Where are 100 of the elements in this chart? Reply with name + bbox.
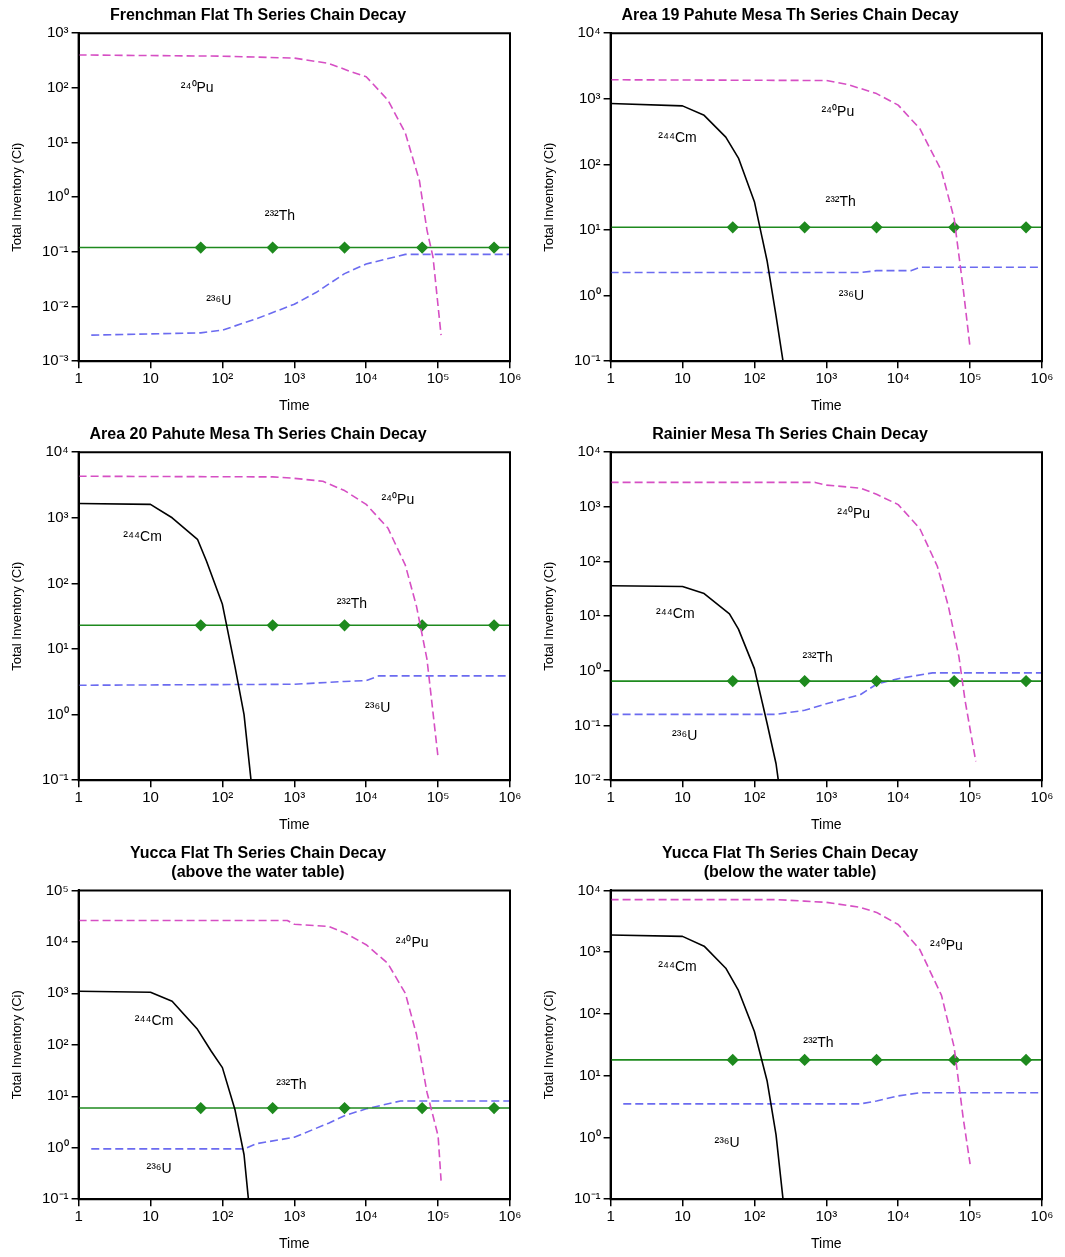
y-tick-label: 10⁻¹ (41, 1189, 69, 1207)
y-axis-title: Total Inventory (Ci) (541, 142, 557, 252)
series-label: ²³⁶U (146, 1160, 172, 1177)
y-tick-label: 10² (46, 1034, 69, 1052)
x-axis-title: Time (811, 397, 842, 414)
chart-subtitle: (below the water table) (703, 863, 877, 881)
x-tick-label: 1 (606, 787, 615, 805)
chart-title: Area 20 Pahute Mesa Th Series Chain Decay (89, 425, 427, 443)
y-tick-label: 10² (578, 1004, 601, 1022)
y-tick-label: 10⁰ (578, 1127, 601, 1145)
x-tick-label: 10⁴ (354, 1206, 378, 1224)
series-label: ²⁴⁰Pu (395, 934, 429, 951)
y-tick-label: 10³ (578, 497, 601, 515)
x-tick-label: 10² (211, 1206, 234, 1224)
x-tick-label: 1 (74, 368, 83, 386)
x-tick-label: 10⁶ (498, 368, 522, 386)
x-tick-label: 10⁴ (886, 368, 910, 386)
series-label: ²⁴⁰Pu (929, 936, 963, 953)
y-tick-label: 10⁴ (577, 442, 601, 460)
x-tick-label: 10⁶ (498, 1206, 522, 1224)
series-label: ²⁴⁰Pu (821, 102, 855, 119)
series-label: ²³²Th (264, 207, 296, 224)
x-tick-label: 1 (74, 1206, 83, 1224)
series-label: ²³²Th (802, 648, 833, 665)
y-tick-label: 10¹ (578, 1065, 601, 1083)
chart-subtitle: (above the water table) (171, 863, 345, 881)
series-label: ²⁴⁴Cm (658, 958, 697, 975)
y-tick-label: 10⁴ (577, 880, 601, 898)
x-tick-label: 10² (743, 787, 766, 805)
series-label: ²³⁶U (365, 698, 391, 715)
y-tick-label: 10⁻¹ (41, 242, 69, 260)
y-tick-label: 10³ (578, 942, 601, 960)
x-tick-label: 1 (606, 368, 615, 386)
x-tick-label: 1 (74, 787, 83, 805)
series-label: ²³²Th (825, 192, 856, 209)
series-label: ²³²Th (803, 1033, 834, 1050)
series-label: ²⁴⁴Cm (656, 605, 695, 622)
y-tick-label: 10² (578, 154, 601, 172)
y-axis-title: Total Inventory (Ci) (9, 142, 25, 252)
y-tick-label: 10⁻¹ (573, 351, 601, 369)
y-tick-label: 10⁻¹ (573, 715, 601, 733)
x-tick-label: 10⁶ (1030, 1206, 1054, 1224)
series-label: ²⁴⁰Pu (180, 78, 214, 95)
series-label: ²³⁶U (672, 726, 698, 743)
y-axis-title: Total Inventory (Ci) (9, 561, 25, 671)
x-tick-label: 1 (606, 1206, 615, 1224)
series-label: ²³⁶U (838, 287, 865, 304)
chart-title: Yucca Flat Th Series Chain Decay (129, 844, 387, 862)
y-tick-label: 10¹ (46, 1086, 69, 1104)
y-axis-title: Total Inventory (Ci) (541, 990, 557, 1100)
x-tick-label: 10² (743, 368, 766, 386)
y-tick-label: 10³ (46, 507, 69, 525)
x-axis-title: Time (279, 1235, 310, 1252)
series-label: ²⁴⁰Pu (837, 505, 871, 522)
y-tick-label: 10⁻² (573, 770, 601, 788)
y-tick-label: 10² (578, 551, 601, 569)
x-tick-label: 10 (674, 1206, 691, 1224)
y-tick-label: 10¹ (46, 132, 69, 150)
y-tick-label: 10⁰ (46, 1137, 69, 1155)
chart-title: Area 19 Pahute Mesa Th Series Chain Decay (621, 6, 959, 24)
x-tick-label: 10⁴ (354, 787, 378, 805)
x-tick-label: 10⁴ (886, 787, 910, 805)
series-label: ²³⁶U (206, 291, 232, 308)
x-tick-label: 10³ (815, 1206, 838, 1224)
x-tick-label: 10³ (283, 1206, 306, 1224)
x-tick-label: 10³ (283, 787, 306, 805)
series-label: ²⁴⁴Cm (123, 527, 162, 544)
y-tick-label: 10⁰ (578, 661, 601, 679)
chart-title: Rainier Mesa Th Series Chain Decay (652, 425, 928, 443)
y-tick-label: 10⁴ (45, 442, 69, 460)
x-tick-label: 10⁵ (958, 787, 982, 805)
x-tick-label: 10² (211, 368, 234, 386)
y-tick-label: 10⁰ (578, 285, 601, 303)
x-tick-label: 10 (674, 368, 691, 386)
y-tick-label: 10⁵ (45, 880, 69, 898)
x-tick-label: 10⁶ (498, 787, 522, 805)
x-axis-title: Time (811, 816, 842, 833)
y-tick-label: 10³ (46, 23, 69, 41)
series-label: ²⁴⁰Pu (381, 490, 415, 507)
x-tick-label: 10³ (815, 787, 838, 805)
x-tick-label: 10⁴ (354, 368, 378, 386)
y-tick-label: 10¹ (578, 606, 601, 624)
chart-title: Yucca Flat Th Series Chain Decay (661, 844, 919, 862)
x-tick-label: 10⁴ (886, 1206, 910, 1224)
x-axis-title: Time (811, 1235, 842, 1252)
y-tick-label: 10² (46, 78, 69, 96)
chart-title: Frenchman Flat Th Series Chain Decay (109, 6, 407, 24)
x-tick-label: 10 (142, 787, 159, 805)
x-tick-label: 10³ (815, 368, 838, 386)
x-tick-label: 10 (142, 368, 159, 386)
y-tick-label: 10⁻³ (41, 351, 69, 369)
series-label: ²³²Th (336, 595, 367, 612)
x-tick-label: 10⁵ (426, 1206, 450, 1224)
y-tick-label: 10⁴ (577, 23, 601, 41)
series-label: ²⁴⁴Cm (134, 1011, 174, 1028)
series-label: ²³²Th (276, 1076, 307, 1093)
x-tick-label: 10 (674, 787, 691, 805)
x-tick-label: 10³ (283, 368, 306, 386)
x-tick-label: 10⁵ (958, 368, 982, 386)
y-tick-label: 10⁻¹ (573, 1189, 601, 1207)
